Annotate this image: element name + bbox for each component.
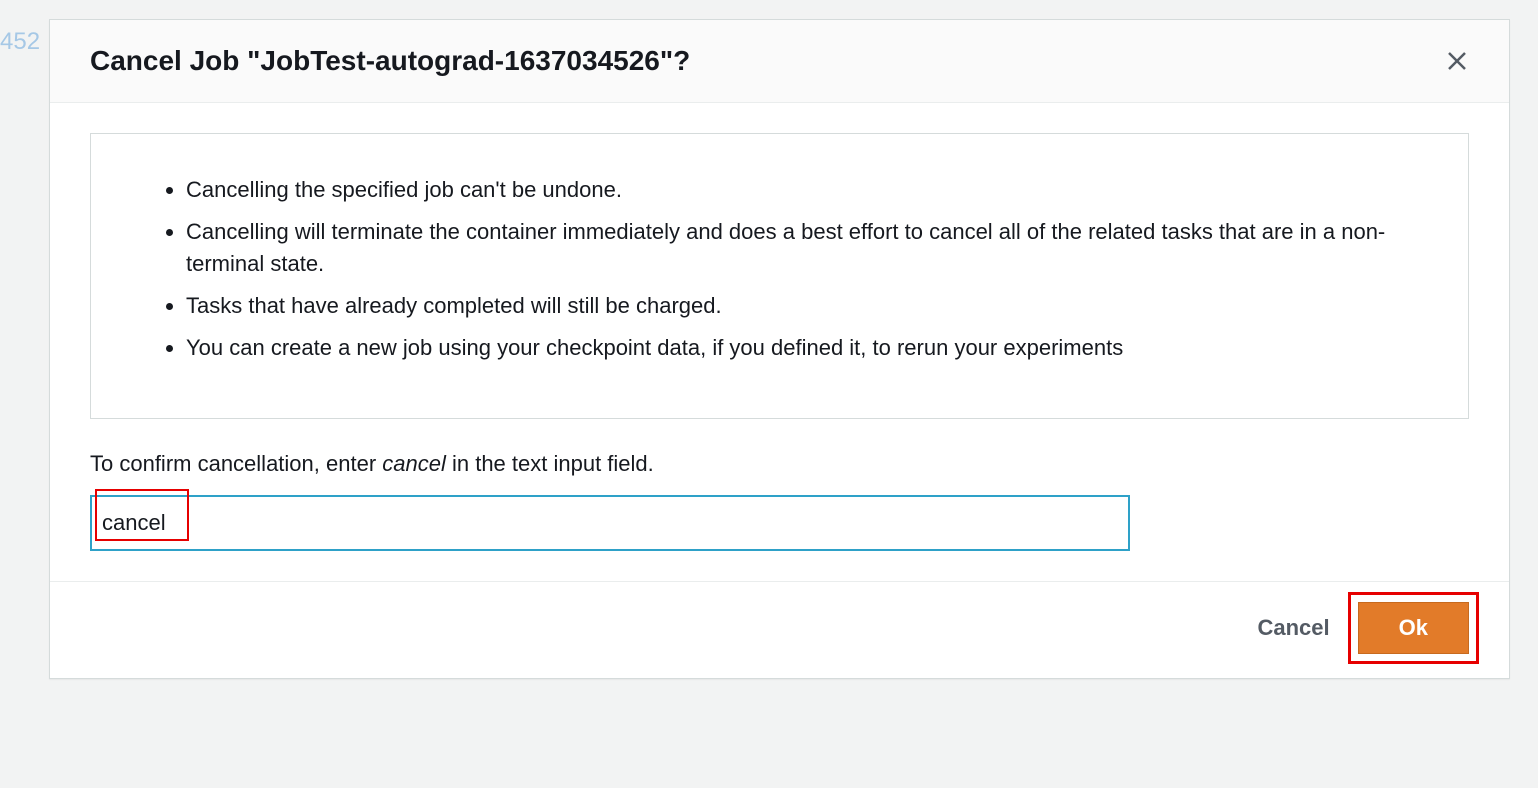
ok-button[interactable]: Ok [1358, 602, 1469, 654]
ok-button-wrap: Ok [1358, 602, 1469, 654]
confirm-prefix: To confirm cancellation, enter [90, 451, 382, 476]
confirm-input-wrap [90, 495, 1469, 551]
confirm-suffix: in the text input field. [446, 451, 654, 476]
close-icon[interactable] [1445, 49, 1469, 73]
confirm-keyword: cancel [382, 451, 446, 476]
modal-body: Cancelling the specified job can't be un… [50, 103, 1509, 581]
modal-title: Cancel Job "JobTest-autograd-1637034526"… [90, 45, 690, 77]
confirm-input[interactable] [90, 495, 1130, 551]
warning-item: Cancelling the specified job can't be un… [186, 174, 1438, 206]
warning-box: Cancelling the specified job can't be un… [90, 133, 1469, 419]
cancel-button[interactable]: Cancel [1249, 605, 1337, 651]
modal-header: Cancel Job "JobTest-autograd-1637034526"… [50, 20, 1509, 103]
warning-item: Cancelling will terminate the container … [186, 216, 1438, 280]
cancel-job-modal: Cancel Job "JobTest-autograd-1637034526"… [49, 19, 1510, 679]
warning-item: Tasks that have already completed will s… [186, 290, 1438, 322]
warning-list: Cancelling the specified job can't be un… [156, 174, 1438, 363]
modal-footer: Cancel Ok [50, 581, 1509, 678]
warning-item: You can create a new job using your chec… [186, 332, 1438, 364]
confirm-instruction: To confirm cancellation, enter cancel in… [90, 451, 1469, 477]
background-partial-text: 452 [0, 28, 40, 56]
